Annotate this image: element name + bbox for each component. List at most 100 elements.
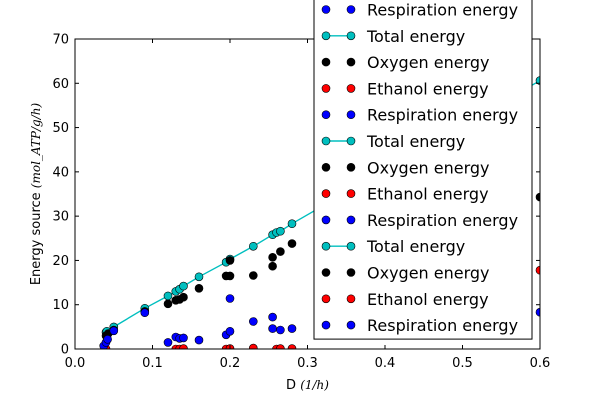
point-respiration-12: [225, 294, 235, 303]
legend-label: Ethanol energy: [367, 290, 489, 309]
legend-marker: [321, 215, 331, 225]
point-oxygen-10: [225, 271, 235, 281]
legend-label: Ethanol energy: [367, 185, 489, 204]
legend-item-total: Total energy: [321, 132, 465, 151]
legend-marker: [346, 31, 356, 41]
legend-marker: [321, 189, 331, 198]
legend-marker: [321, 241, 331, 251]
point-oxygen-15: [276, 247, 285, 256]
point-ethanol-10: [535, 265, 540, 275]
legend-marker: [321, 268, 331, 277]
legend: Respiration energy Total energy Oxygen ene…: [313, 0, 533, 340]
x-tick-label: 0.6: [530, 356, 551, 371]
point-respiration-4: [140, 308, 150, 318]
legend-label: Oxygen energy: [367, 53, 490, 72]
point-respiration-13: [249, 317, 258, 326]
legend-marker: [346, 215, 356, 225]
legend-marker: [346, 294, 356, 304]
legend-marker: [346, 189, 356, 198]
legend-item-total: Total energy: [321, 27, 465, 46]
legend-item-oxygen: Oxygen energy: [321, 158, 490, 177]
legend-label: Total energy: [366, 237, 465, 256]
point-respiration-16: [276, 325, 285, 335]
y-tick-label: 60: [52, 77, 69, 92]
legend-marker: [321, 5, 331, 14]
legend-marker: [321, 57, 331, 67]
legend-item-respiration: Respiration energy: [321, 1, 518, 20]
legend-label: Ethanol energy: [367, 79, 489, 98]
y-tick-label: 40: [52, 165, 69, 180]
legend-marker: [321, 84, 331, 93]
point-respiration-3: [109, 326, 119, 336]
point-total-4: [163, 291, 173, 301]
x-tick-label: 0.1: [142, 356, 163, 371]
point-oxygen-14: [268, 252, 277, 262]
legend-label: Oxygen energy: [367, 264, 490, 283]
data-layer: [99, 76, 540, 349]
point-respiration-11: [225, 326, 235, 336]
point-oxygen-17: [535, 192, 540, 202]
legend-item-ethanol: Ethanol energy: [321, 79, 489, 98]
legend-label: Respiration energy: [367, 1, 518, 20]
point-oxygen-16: [287, 239, 297, 248]
point-ethanol-6: [249, 343, 258, 349]
legend-marker: [321, 31, 331, 41]
y-tick-label: 50: [52, 121, 69, 136]
point-respiration-5: [163, 338, 173, 347]
legend-marker: [346, 320, 356, 330]
y-tick-label: 10: [52, 298, 69, 313]
x-axis-label: D (1/h): [286, 378, 329, 393]
y-axis-label: Energy source (mol_ATP/g/h): [29, 103, 44, 286]
point-respiration-9: [194, 335, 204, 345]
legend-marker: [346, 57, 356, 67]
legend-marker: [346, 84, 356, 93]
point-respiration-8: [179, 333, 188, 343]
point-total-15: [287, 219, 297, 228]
legend-label: Total energy: [366, 132, 465, 151]
x-tick-label: 0.0: [65, 356, 86, 371]
legend-marker: [346, 136, 356, 146]
legend-item-respiration: Respiration energy: [321, 106, 518, 125]
legend-marker: [346, 163, 356, 172]
legend-label: Respiration energy: [367, 106, 518, 125]
legend-item-oxygen: Oxygen energy: [321, 53, 490, 72]
y-tick-label: 0: [61, 343, 69, 358]
point-oxygen-11: [225, 256, 235, 265]
legend-marker: [321, 163, 331, 172]
legend-marker: [346, 5, 356, 14]
y-tick-label: 30: [52, 210, 69, 225]
x-tick-label: 0.3: [297, 356, 318, 371]
point-oxygen-12: [249, 271, 258, 280]
point-total-11: [249, 242, 258, 251]
legend-marker: [346, 110, 356, 119]
legend-marker: [346, 241, 356, 251]
point-oxygen-7: [179, 292, 188, 302]
point-respiration-17: [287, 324, 297, 333]
point-respiration-14: [268, 312, 277, 322]
point-oxygen-13: [268, 261, 277, 271]
point-respiration-15: [268, 324, 277, 333]
legend-marker: [321, 110, 331, 119]
legend-item-total: Total energy: [321, 237, 465, 256]
legend-label: Total energy: [366, 27, 465, 46]
legend-item-respiration: Respiration energy: [321, 316, 518, 335]
legend-label: Respiration energy: [367, 211, 518, 230]
y-tick-label: 70: [52, 33, 69, 48]
x-tick-label: 0.4: [375, 356, 396, 371]
legend-label: Oxygen energy: [367, 158, 490, 177]
point-total-7: [179, 281, 188, 291]
point-oxygen-8: [194, 283, 204, 293]
series-respiration: [99, 294, 540, 349]
legend-item-ethanol: Ethanol energy: [321, 185, 489, 204]
legend-item-respiration: Respiration energy: [321, 211, 518, 230]
point-total-14: [276, 226, 285, 236]
point-oxygen-4: [163, 299, 173, 309]
point-respiration-2: [103, 334, 112, 344]
x-tick-label: 0.2: [220, 356, 241, 371]
legend-item-ethanol: Ethanol energy: [321, 290, 489, 309]
legend-item-oxygen: Oxygen energy: [321, 264, 490, 283]
x-tick-label: 0.5: [452, 356, 473, 371]
y-tick-label: 20: [52, 254, 69, 269]
legend-marker: [346, 268, 356, 277]
